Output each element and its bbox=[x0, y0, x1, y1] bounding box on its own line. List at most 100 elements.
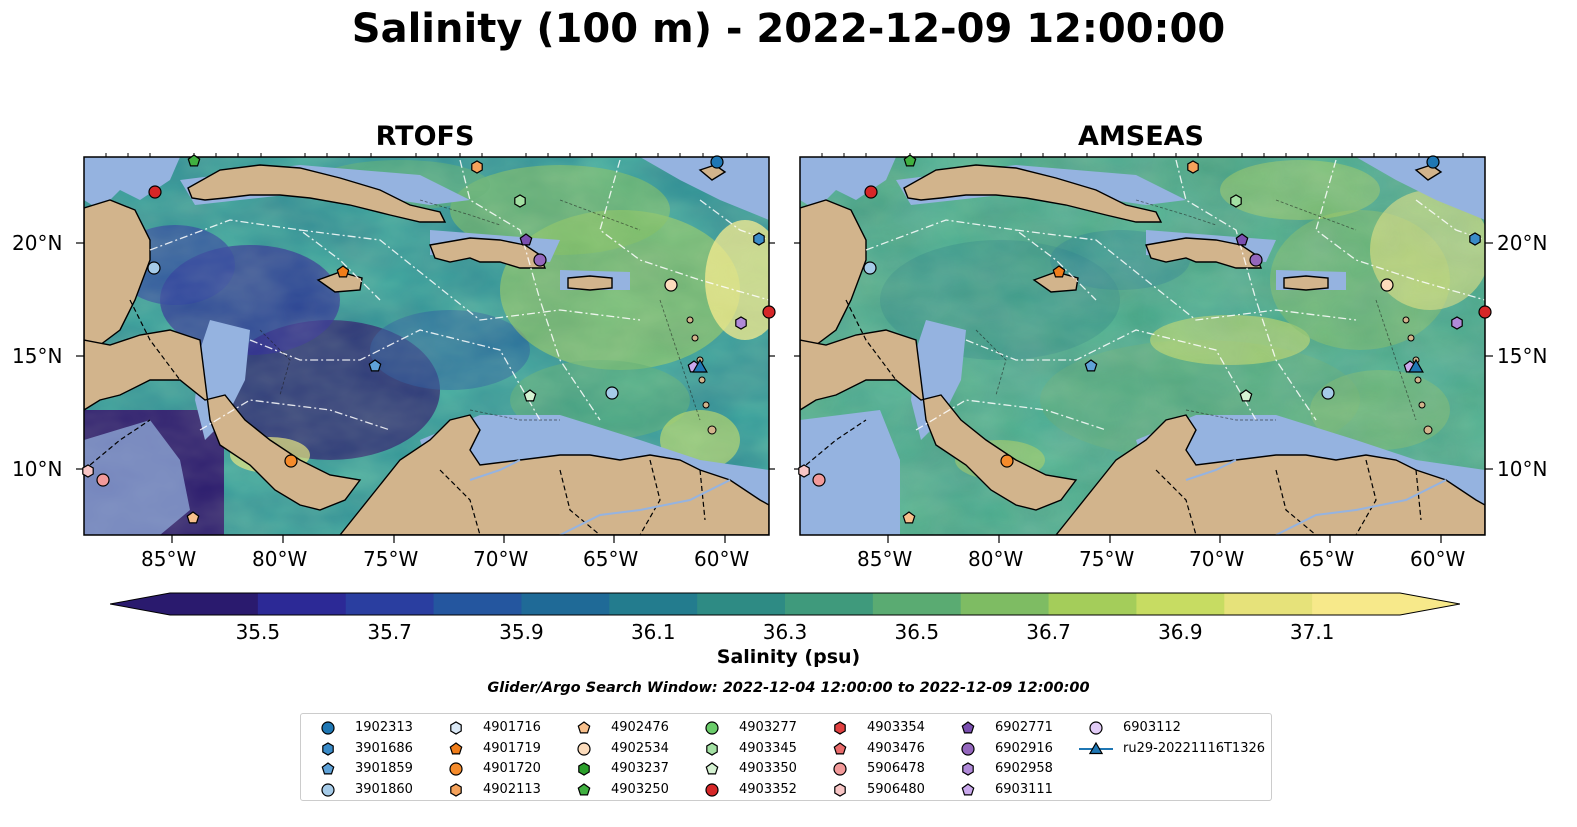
legend-marker bbox=[321, 782, 335, 797]
legend-label: 4903354 bbox=[867, 720, 925, 735]
colorbar-segment bbox=[170, 593, 259, 615]
colorbar-segment bbox=[1136, 593, 1225, 615]
float-marker-3901860 bbox=[1321, 386, 1335, 400]
legend-label: 4903350 bbox=[739, 761, 797, 776]
glider-marker-ru29 bbox=[692, 358, 708, 373]
legend-label: 6903112 bbox=[1123, 720, 1181, 735]
float-marker-6902771 bbox=[1235, 233, 1249, 246]
float-marker-4903345 bbox=[1230, 194, 1242, 208]
lat-tick-label: 20°N bbox=[1497, 231, 1548, 255]
lon-tick-label: 60°W bbox=[694, 547, 750, 571]
bathymetry-contours bbox=[259, 199, 701, 421]
legend-label: 4903345 bbox=[739, 740, 797, 756]
colorbar-segment bbox=[960, 593, 1050, 615]
float-marker-3901860 bbox=[147, 261, 161, 275]
float-marker-4903352 bbox=[1478, 305, 1492, 319]
page-title: Salinity (100 m) - 2022-12-09 12:00:00 bbox=[351, 6, 1226, 52]
legend-label: 6902771 bbox=[995, 720, 1053, 735]
legend-label: 6902916 bbox=[995, 740, 1053, 756]
axis-ticks bbox=[76, 242, 1493, 543]
lon-tick-label: 70°W bbox=[473, 547, 529, 571]
lon-tick-label: 80°W bbox=[968, 547, 1024, 571]
float-marker-4901720 bbox=[1000, 454, 1014, 468]
legend-marker bbox=[449, 762, 463, 776]
float-marker-5906478 bbox=[96, 473, 110, 487]
float-marker-4902476 bbox=[902, 511, 916, 524]
legend-label: 4903476 bbox=[867, 740, 925, 756]
colorbar-segment bbox=[433, 593, 522, 615]
float-marker-3901860 bbox=[605, 386, 619, 400]
legend-label: 4901720 bbox=[483, 761, 541, 776]
colorbar-tick-label: 36.5 bbox=[894, 620, 940, 644]
lon-tick-label: 80°W bbox=[252, 547, 308, 571]
float-marker-4903350 bbox=[1239, 389, 1253, 402]
legend-label: 5906478 bbox=[867, 761, 925, 776]
float-marker-4903352 bbox=[762, 305, 776, 319]
colorbar-tick-label: 36.9 bbox=[1158, 620, 1203, 644]
float-marker-4903250 bbox=[903, 154, 917, 167]
map-canvas bbox=[76, 153, 1493, 543]
float-marker-4903350 bbox=[523, 389, 537, 402]
colorbar-segment bbox=[697, 593, 786, 615]
lon-tick-label: 85°W bbox=[857, 547, 913, 571]
legend-label: 4902476 bbox=[611, 720, 669, 735]
legend-marker bbox=[961, 721, 975, 734]
colorbar-segment bbox=[1224, 593, 1313, 615]
float-marker-4902534 bbox=[1380, 278, 1394, 292]
legend-label: 4901716 bbox=[483, 720, 541, 735]
legend-marker bbox=[578, 762, 590, 776]
colorbar-segment bbox=[785, 593, 874, 615]
legend-marker bbox=[833, 762, 847, 776]
legend-marker bbox=[449, 741, 463, 754]
colorbar-tick-label: 36.3 bbox=[762, 620, 808, 644]
colorbar-segment bbox=[1048, 593, 1137, 615]
legend-label: 6902958 bbox=[995, 761, 1053, 776]
lat-tick-label: 15°N bbox=[1497, 344, 1548, 368]
legend-marker bbox=[834, 782, 846, 797]
float-marker-6902958 bbox=[1451, 316, 1463, 330]
float-marker-1902313 bbox=[1426, 155, 1440, 169]
legend-marker bbox=[961, 741, 975, 756]
lon-tick-label: 70°W bbox=[1189, 547, 1245, 571]
float-marker-3901860 bbox=[863, 261, 877, 275]
search-window-text: Glider/Argo Search Window: 2022-12-04 12… bbox=[487, 680, 1090, 696]
colorbar-outline bbox=[110, 592, 1460, 616]
legend-marker bbox=[322, 741, 334, 756]
lon-tick-label: 75°W bbox=[1079, 547, 1135, 571]
lat-tick-label: 20°N bbox=[12, 231, 63, 255]
float-marker-3901686 bbox=[1469, 232, 1481, 246]
lon-tick-label: 75°W bbox=[363, 547, 419, 571]
panel-title-amseas: AMSEAS bbox=[1078, 121, 1204, 152]
amseas-frame bbox=[799, 156, 1486, 536]
legend-label: 3901860 bbox=[355, 781, 413, 797]
legend-label: 4902534 bbox=[611, 740, 669, 756]
float-marker-3901859 bbox=[1084, 359, 1098, 372]
legend-marker bbox=[321, 762, 335, 775]
float-marker-5906480 bbox=[82, 464, 94, 478]
lon-tick-label: 65°W bbox=[1299, 547, 1355, 571]
float-markers bbox=[82, 154, 1492, 524]
colorbar-tick-label: 36.7 bbox=[1026, 620, 1071, 644]
legend-marker bbox=[705, 721, 719, 735]
float-marker-5906480 bbox=[798, 464, 810, 478]
legend-marker bbox=[961, 782, 975, 795]
legend-marker bbox=[450, 721, 462, 735]
colorbar-tick-label: 35.7 bbox=[367, 620, 412, 644]
legend-marker bbox=[705, 782, 719, 797]
bathymetry-contours bbox=[975, 199, 1417, 421]
lat-tick-label: 15°N bbox=[12, 344, 63, 368]
float-marker-4902113 bbox=[471, 160, 483, 174]
rivers bbox=[1185, 459, 1447, 535]
colorbar-segment bbox=[257, 593, 347, 615]
lat-tick-label: 10°N bbox=[12, 457, 63, 481]
colorbar-segment bbox=[1312, 593, 1401, 615]
float-marker-4903352 bbox=[864, 185, 878, 199]
float-marker-4902476 bbox=[186, 511, 200, 524]
legend-label: 4903250 bbox=[611, 781, 669, 797]
float-marker-3901686 bbox=[753, 232, 765, 246]
float-marker-5906478 bbox=[812, 473, 826, 487]
legend-marker bbox=[962, 762, 974, 776]
float-marker-4901719 bbox=[1052, 265, 1066, 278]
eez-lines bbox=[865, 159, 1485, 431]
colorbar-tick-label: 36.1 bbox=[630, 620, 676, 644]
